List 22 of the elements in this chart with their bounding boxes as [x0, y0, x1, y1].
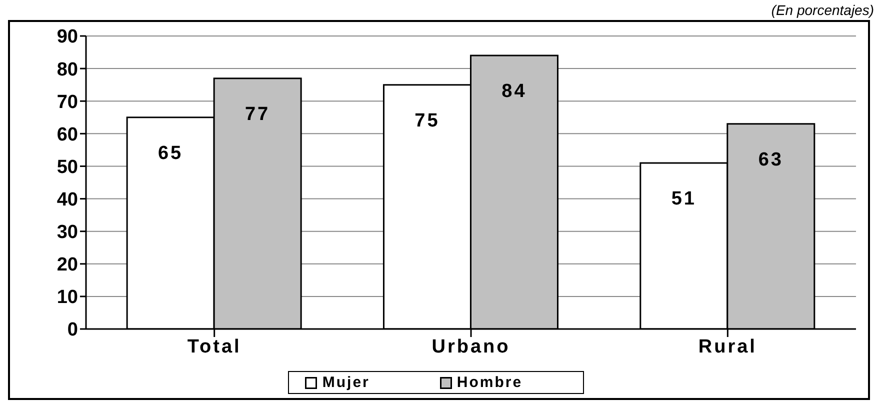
y-tick-label: 90: [56, 26, 78, 48]
x-tick-label: Total: [187, 336, 242, 358]
legend-label: Hombre: [456, 374, 523, 391]
y-tick-label: 0: [67, 320, 78, 341]
data-label: 75: [414, 110, 440, 132]
data-label: 63: [758, 149, 784, 170]
y-tick-label: 30: [56, 222, 78, 244]
y-tick-label: 20: [56, 254, 78, 276]
data-label: 84: [502, 81, 527, 102]
x-tick-label: Urbano: [432, 336, 510, 358]
data-label: 51: [671, 188, 696, 210]
legend-label: Mujer: [321, 374, 370, 391]
x-tick-label: Rural: [698, 336, 757, 358]
y-tick-label: 60: [56, 124, 78, 146]
y-tick-label: 10: [56, 287, 78, 308]
data-label: 65: [158, 142, 184, 164]
data-label: 77: [244, 104, 270, 125]
y-tick-label: 50: [56, 156, 78, 178]
chart-subtitle: (En porcentajes): [770, 2, 874, 20]
y-tick-label: 40: [56, 190, 78, 211]
y-tick-label: 70: [56, 92, 78, 113]
y-tick-label: 80: [56, 59, 78, 80]
